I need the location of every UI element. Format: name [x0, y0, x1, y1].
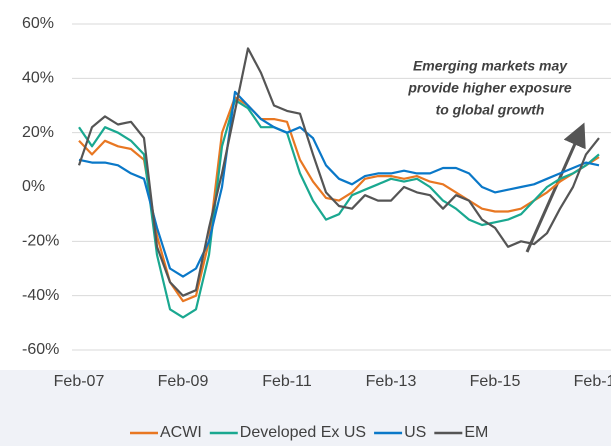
- x-tick-label: Feb-17: [574, 373, 611, 390]
- y-tick-label: -20%: [22, 233, 59, 250]
- y-tick-label: -40%: [22, 287, 59, 304]
- annotation-text: Emerging markets may: [413, 58, 568, 74]
- y-tick-label: -60%: [22, 341, 59, 358]
- annotation-text: provide higher exposure: [407, 80, 572, 96]
- x-tick-label: Feb-07: [54, 373, 105, 390]
- x-tick-label: Feb-15: [470, 373, 521, 390]
- y-tick-label: 0%: [22, 178, 45, 195]
- annotation-arrow: [525, 122, 586, 253]
- series-line: [78, 99, 600, 319]
- legend-label: ACWI: [160, 424, 202, 441]
- y-tick-label: 20%: [22, 124, 54, 141]
- x-tick-label: Feb-11: [262, 373, 312, 390]
- legend-label: EM: [464, 424, 488, 441]
- y-tick-label: 40%: [22, 70, 54, 87]
- series-line: [77, 47, 600, 297]
- series-line: [78, 96, 600, 303]
- x-tick-label: Feb-13: [366, 373, 417, 390]
- legend-label: Developed Ex US: [240, 424, 366, 441]
- legend-label: US: [404, 424, 426, 441]
- annotation-text: to global growth: [436, 102, 545, 118]
- y-tick-label: 60%: [22, 15, 54, 32]
- x-tick-label: Feb-09: [158, 373, 209, 390]
- series-line: [78, 90, 600, 278]
